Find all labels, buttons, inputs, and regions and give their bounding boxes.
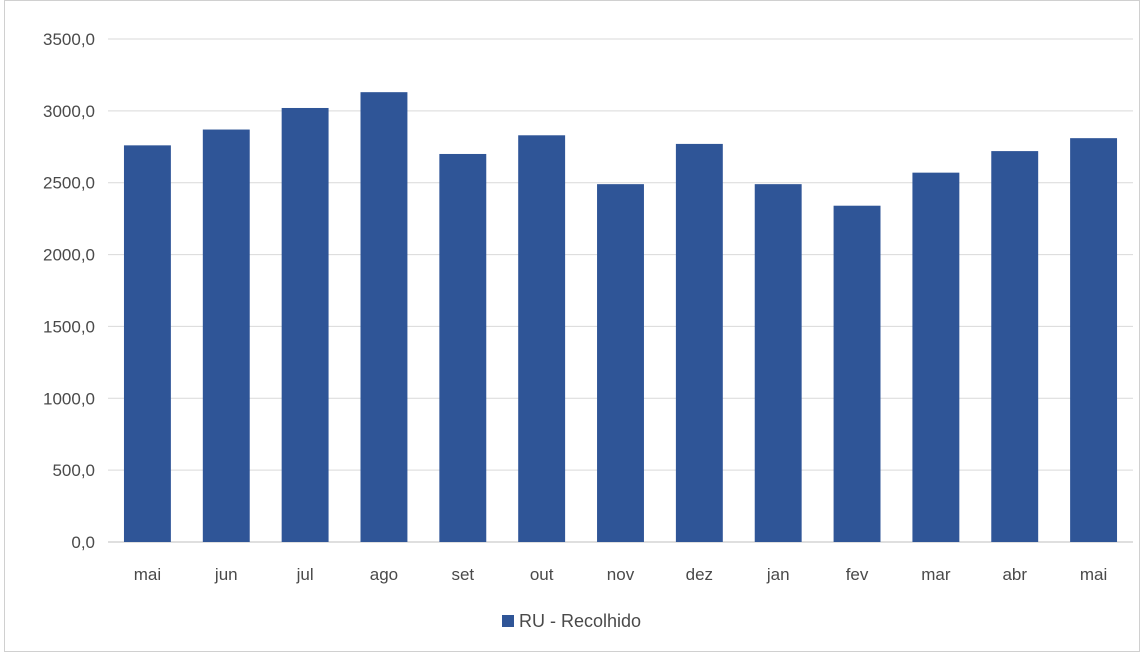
bar-mar-10 bbox=[912, 172, 960, 542]
bar-jun-1 bbox=[202, 129, 250, 543]
y-tick-label: 3500,0 bbox=[43, 30, 95, 49]
bar-set-4 bbox=[439, 153, 487, 542]
x-tick-label: nov bbox=[607, 565, 635, 584]
bar-mai-0 bbox=[123, 145, 171, 542]
x-tick-label: out bbox=[530, 565, 554, 584]
y-tick-label: 0,0 bbox=[71, 533, 95, 552]
y-tick-label: 2500,0 bbox=[43, 174, 95, 193]
y-tick-label: 1000,0 bbox=[43, 389, 95, 408]
x-tick-label: mar bbox=[921, 565, 951, 584]
bar-fev-9 bbox=[833, 205, 881, 543]
x-tick-label: ago bbox=[370, 565, 398, 584]
chart-frame: 0,0 500,0 1000,0 1500,0 2000,0 2500,0 3000,0 35… bbox=[4, 0, 1140, 652]
x-tick-label: mai bbox=[1080, 565, 1107, 584]
bar-nov-6 bbox=[597, 184, 644, 542]
x-tick-label: mai bbox=[134, 565, 161, 584]
x-tick-label: jan bbox=[766, 565, 790, 584]
legend: RU - Recolhido bbox=[502, 611, 641, 631]
bar-jul-2 bbox=[281, 107, 329, 543]
bar-chart: 0,0 500,0 1000,0 1500,0 2000,0 2500,0 3000,0 35… bbox=[43, 30, 1133, 631]
y-tick-label: 2000,0 bbox=[43, 246, 95, 265]
bar-ago-3 bbox=[360, 92, 408, 542]
legend-label: RU - Recolhido bbox=[519, 611, 641, 631]
y-tick-label: 3000,0 bbox=[43, 102, 95, 121]
x-tick-label: fev bbox=[846, 565, 869, 584]
y-axis-tick-labels: 0,0 500,0 1000,0 1500,0 2000,0 2500,0 3000,0 35… bbox=[43, 30, 95, 552]
legend-swatch bbox=[502, 615, 514, 627]
x-tick-label: jun bbox=[214, 565, 238, 584]
bar-dez-7 bbox=[675, 143, 723, 542]
bar-mai-12 bbox=[1070, 138, 1118, 543]
x-tick-label: jul bbox=[296, 565, 314, 584]
bar-abr-11 bbox=[991, 151, 1039, 542]
x-axis-tick-labels: mai jun jul ago set out nov dez jan fev mar abr mai bbox=[134, 565, 1108, 584]
bar-jan-8 bbox=[754, 184, 802, 542]
x-tick-label: abr bbox=[1002, 565, 1027, 584]
x-tick-label: set bbox=[451, 565, 474, 584]
bars bbox=[123, 92, 1118, 543]
y-tick-label: 500,0 bbox=[52, 461, 95, 480]
y-tick-label: 1500,0 bbox=[43, 317, 95, 336]
bar-out-5 bbox=[518, 135, 566, 542]
x-tick-label: dez bbox=[686, 565, 713, 584]
